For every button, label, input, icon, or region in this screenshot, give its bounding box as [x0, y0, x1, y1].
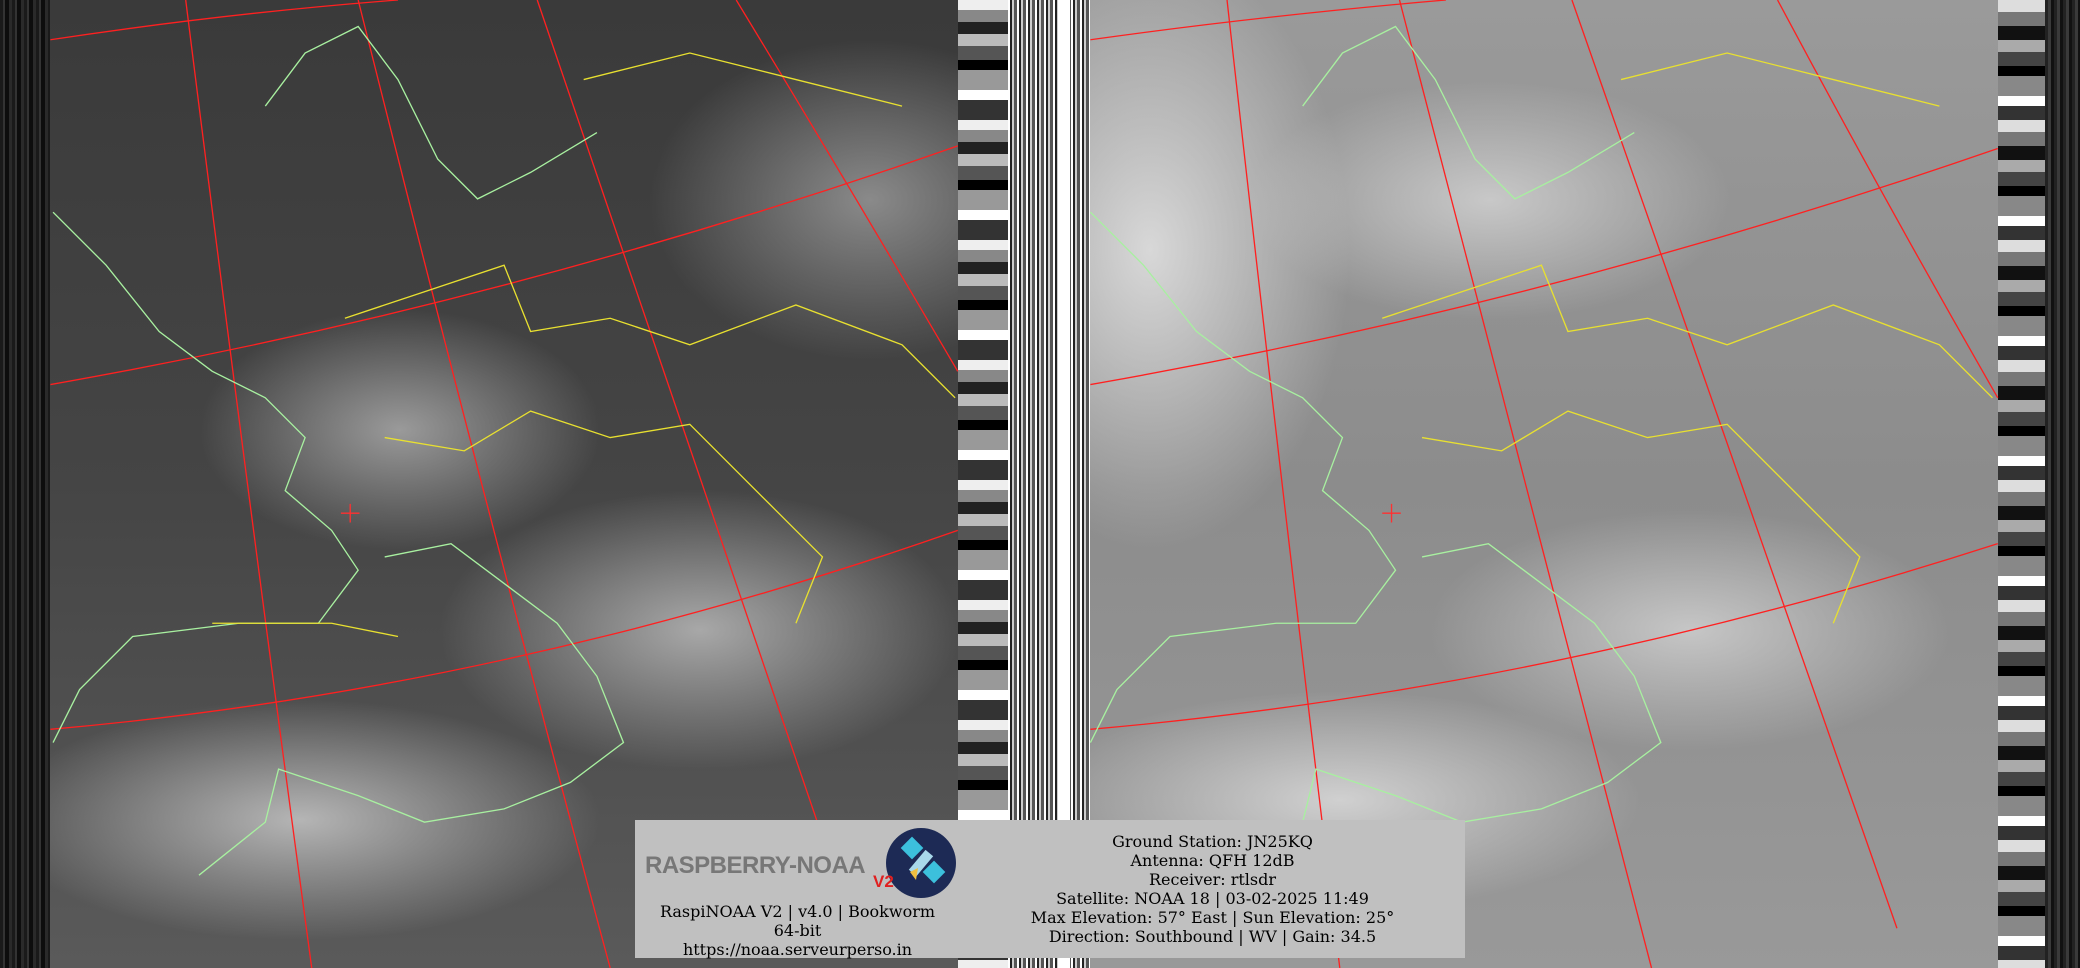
logo-badge: V2 [873, 872, 894, 891]
telemetry-strip-b [1998, 0, 2045, 968]
version-line: RaspiNOAA V2 | v4.0 | Bookworm 64-bit [659, 902, 936, 940]
raspberry-noaa-logo: RASPBERRY-NOAA V2 [641, 826, 956, 914]
telemetry-strip-a [958, 0, 1008, 968]
satellite-icon [886, 828, 956, 898]
pass-details: Ground Station: JN25KQ Antenna: QFH 12dB… [960, 832, 1465, 946]
pass-info-panel: RASPBERRY-NOAA V2 RaspiNOAA V2 | v4.0 | … [635, 820, 1465, 959]
station-info: RaspiNOAA V2 | v4.0 | Bookworm 64-bit ht… [635, 902, 960, 959]
elevation: Max Elevation: 57° East | Sun Elevation:… [1030, 908, 1395, 927]
satellite-time: Satellite: NOAA 18 | 03-02-2025 11:49 [1056, 889, 1369, 908]
sync-bar [1058, 0, 1070, 968]
receiver: Receiver: rtlsdr [1149, 870, 1276, 889]
sync-strip-b [1008, 0, 1090, 968]
ground-station: Ground Station: JN25KQ [1112, 832, 1313, 851]
antenna: Antenna: QFH 12dB [1130, 851, 1295, 870]
logo-text: RASPBERRY-NOAA [645, 852, 866, 879]
noise-strip-right [2045, 0, 2080, 968]
direction-gain: Direction: Southbound | WV | Gain: 34.5 [1048, 927, 1377, 946]
station-url: https://noaa.serveurperso.in [682, 940, 913, 959]
noise-strip-left [0, 0, 50, 968]
